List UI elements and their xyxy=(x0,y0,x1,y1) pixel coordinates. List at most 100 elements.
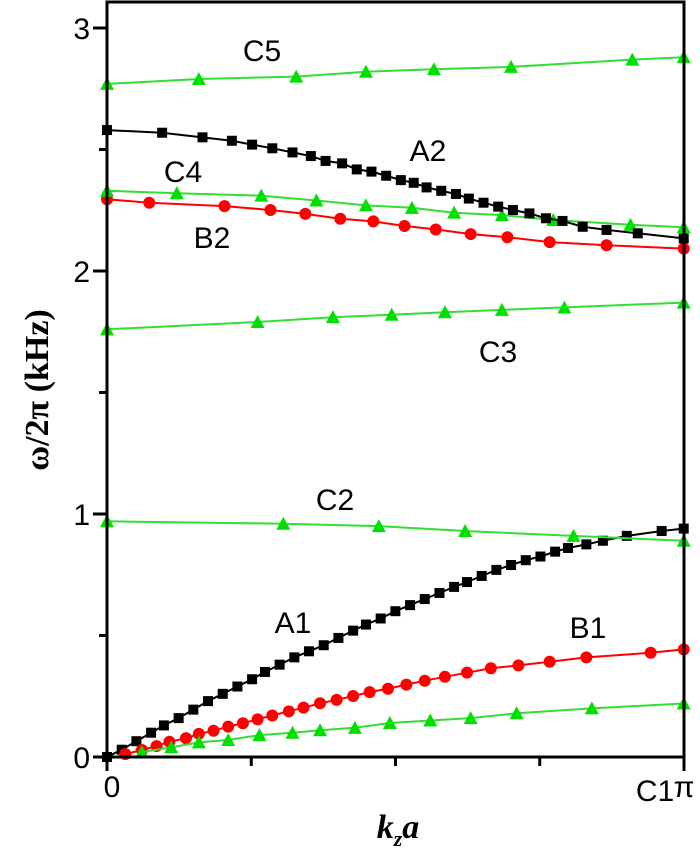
data-point-c4 xyxy=(254,188,269,202)
data-point-c1 xyxy=(285,725,300,739)
x-axis-label: kza xyxy=(377,809,420,851)
data-point-c4 xyxy=(404,200,419,214)
data-point-a1 xyxy=(173,713,184,724)
data-point-a1 xyxy=(274,659,285,670)
data-point-b2 xyxy=(218,200,231,213)
data-point-a1 xyxy=(656,526,667,537)
data-point-a2 xyxy=(557,215,568,226)
series-b1 xyxy=(119,643,690,761)
data-point-a1 xyxy=(597,535,608,546)
data-point-a2 xyxy=(337,158,348,169)
series-b2 xyxy=(101,193,690,255)
data-point-b2 xyxy=(501,231,514,244)
data-point-c5 xyxy=(358,64,373,78)
data-point-b2 xyxy=(600,239,613,252)
data-point-c5 xyxy=(191,72,206,86)
data-point-a2 xyxy=(577,221,588,232)
data-point-c1 xyxy=(134,745,149,759)
data-point-c5 xyxy=(625,52,640,66)
data-point-a1 xyxy=(461,577,472,588)
series-line-b1 xyxy=(125,648,684,756)
data-point-a1 xyxy=(434,587,445,598)
data-point-b1 xyxy=(282,705,295,718)
data-point-a1 xyxy=(304,646,315,657)
series-layer xyxy=(100,50,691,762)
series-c2 xyxy=(100,514,691,547)
series-line-c5 xyxy=(106,56,684,85)
data-point-a1 xyxy=(581,539,592,550)
data-point-c1 xyxy=(252,728,267,742)
data-point-a2 xyxy=(493,201,504,212)
data-point-a2 xyxy=(320,155,331,166)
data-point-a1 xyxy=(550,546,561,557)
x-tick-label-0: 0 xyxy=(104,771,121,804)
annotation-c5: C5 xyxy=(243,35,281,68)
data-point-a1 xyxy=(390,606,401,617)
data-point-a1 xyxy=(131,736,142,747)
annotation-b2: B2 xyxy=(194,222,231,255)
tick-layer xyxy=(93,26,686,771)
data-point-b1 xyxy=(644,646,657,659)
data-point-b1 xyxy=(330,693,343,706)
data-point-b2 xyxy=(367,215,380,228)
data-point-a2 xyxy=(421,182,432,193)
data-point-b1 xyxy=(512,659,525,672)
data-point-c5 xyxy=(504,59,519,73)
data-point-a2 xyxy=(395,175,406,186)
data-point-c1 xyxy=(191,735,206,749)
data-point-b1 xyxy=(192,727,205,740)
annotation-b1: B1 xyxy=(570,612,607,645)
data-point-b1 xyxy=(484,662,497,675)
data-point-b1 xyxy=(400,678,413,691)
x-tick-label-pi: π xyxy=(674,771,695,804)
series-c3 xyxy=(100,295,691,336)
data-point-a2 xyxy=(157,127,168,138)
data-point-c4 xyxy=(494,208,509,222)
data-point-c5 xyxy=(426,62,441,76)
x-axis-label-sub: z xyxy=(393,826,403,851)
data-point-c1 xyxy=(584,701,599,715)
data-point-c4 xyxy=(358,198,373,212)
data-point-a1 xyxy=(360,619,371,630)
data-point-c1 xyxy=(164,740,179,754)
y-tick-label-3: 3 xyxy=(73,13,90,46)
data-point-a2 xyxy=(226,135,237,146)
data-point-a2 xyxy=(381,170,392,181)
series-line-c2 xyxy=(106,520,684,542)
data-point-a1 xyxy=(562,543,573,554)
data-point-b1 xyxy=(382,682,395,695)
data-point-b1 xyxy=(314,697,327,710)
data-point-b1 xyxy=(363,686,376,699)
data-point-b1 xyxy=(207,724,220,737)
series-c1 xyxy=(134,696,691,759)
series-c4 xyxy=(100,183,691,234)
data-point-a1 xyxy=(146,727,157,738)
x-axis-label-k: k xyxy=(377,809,394,846)
data-point-c2 xyxy=(276,516,291,530)
data-point-a1 xyxy=(476,570,487,581)
y-tick-label-0: 0 xyxy=(73,742,90,775)
data-point-a1 xyxy=(188,704,199,715)
x-axis-label-a: a xyxy=(402,809,419,846)
annotation-c4: C4 xyxy=(164,156,202,189)
data-point-b1 xyxy=(251,713,264,726)
data-point-c2 xyxy=(371,519,386,533)
data-point-c2 xyxy=(458,524,473,538)
data-point-b2 xyxy=(264,204,277,217)
data-point-a1 xyxy=(318,640,329,651)
data-point-a2 xyxy=(507,205,518,216)
data-point-c1 xyxy=(382,715,397,729)
data-point-a2 xyxy=(540,213,551,224)
data-point-c4 xyxy=(169,186,184,200)
data-point-b1 xyxy=(580,651,593,664)
data-point-c3 xyxy=(325,310,340,324)
series-a2 xyxy=(102,125,689,244)
data-point-b2 xyxy=(429,223,442,236)
data-point-b2 xyxy=(299,207,312,220)
data-point-b1 xyxy=(297,701,310,714)
data-point-b1 xyxy=(236,717,249,730)
data-point-a1 xyxy=(535,551,546,562)
data-point-b1 xyxy=(460,666,473,679)
data-point-a1 xyxy=(419,594,430,605)
data-point-a1 xyxy=(491,564,502,575)
